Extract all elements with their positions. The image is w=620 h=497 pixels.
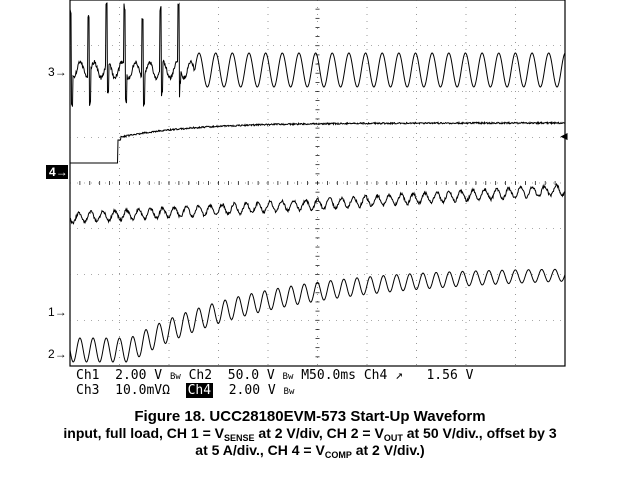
series-ch2-trace: [69, 268, 566, 363]
channel-marker-1: 1→: [48, 305, 67, 319]
series-ch1-trace: [69, 182, 566, 225]
channel-marker-4-box: [46, 165, 68, 179]
trigger-level-marker: ◄: [558, 129, 570, 143]
oscilloscope-plot: 3→ 4→ 1→ 2→ ◄: [46, 0, 570, 367]
figure-caption-line-2: at 5 A/div., CH 4 = VCOMP at 2 V/div.): [195, 442, 425, 460]
channel-markers: 3→ 4→ 1→ 2→ ◄: [46, 65, 570, 361]
channel-marker-4: 4→: [49, 165, 68, 179]
plot-grid: [69, 0, 566, 367]
scope-status-row-2: Ch3 10.0mVΩ Ch4 2.00 V Bw: [76, 383, 295, 398]
channel-marker-2: 2→: [48, 347, 67, 361]
series-ch4-trace: [70, 120, 566, 164]
figure-caption-line-1: input, full load, CH 1 = VSENSE at 2 V/d…: [63, 425, 557, 443]
scope-status-row-1: Ch1 2.00 V Bw Ch2 50.0 V Bw M50.0ms Ch4 …: [76, 368, 474, 383]
channel-marker-3: 3→: [48, 65, 67, 79]
figure-title: Figure 18. UCC28180EVM-573 Start-Up Wave…: [134, 408, 486, 425]
plot-traces: [69, 2, 566, 363]
series-ch3-trace: [69, 2, 566, 108]
